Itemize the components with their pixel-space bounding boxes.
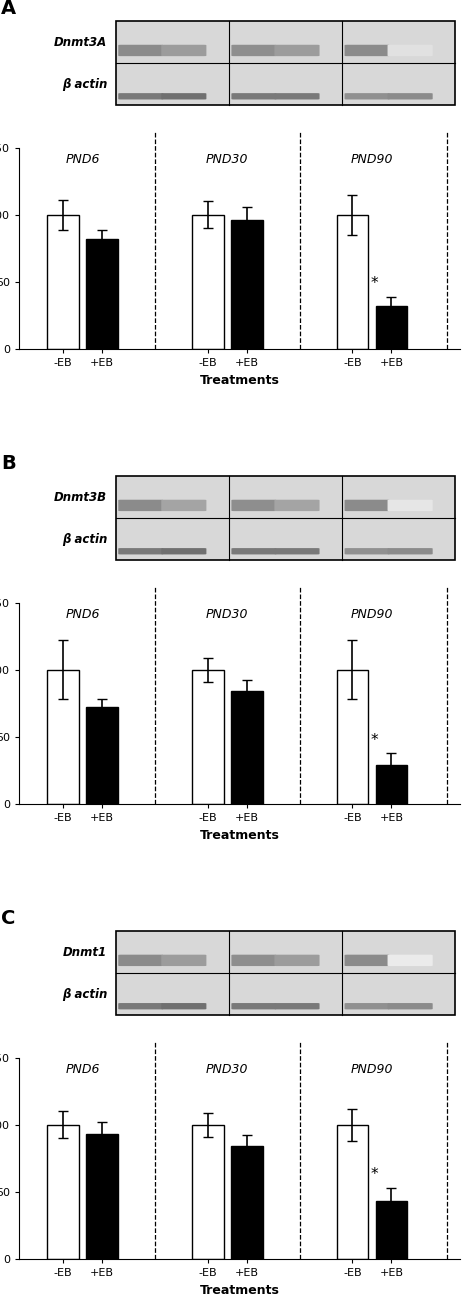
FancyBboxPatch shape <box>161 93 206 100</box>
Text: PND90: PND90 <box>351 153 393 166</box>
FancyBboxPatch shape <box>161 500 206 511</box>
Bar <box>231 692 263 803</box>
Text: PND90: PND90 <box>351 607 393 620</box>
FancyBboxPatch shape <box>345 93 390 100</box>
Text: PND30: PND30 <box>206 607 248 620</box>
Text: PND6: PND6 <box>65 153 100 166</box>
Text: B: B <box>1 454 16 472</box>
FancyBboxPatch shape <box>274 1003 319 1010</box>
FancyBboxPatch shape <box>388 93 433 100</box>
Text: PND30: PND30 <box>206 1063 248 1076</box>
Bar <box>47 670 79 803</box>
FancyBboxPatch shape <box>118 93 164 100</box>
Bar <box>337 670 368 803</box>
Bar <box>47 1124 79 1259</box>
X-axis label: Treatments: Treatments <box>200 374 279 387</box>
FancyBboxPatch shape <box>161 954 206 966</box>
Bar <box>375 1201 407 1259</box>
FancyBboxPatch shape <box>345 500 390 511</box>
Bar <box>192 1124 224 1259</box>
FancyBboxPatch shape <box>345 1003 390 1010</box>
Text: *: * <box>370 276 378 291</box>
FancyBboxPatch shape <box>388 44 433 56</box>
Text: β actin: β actin <box>62 988 107 1001</box>
FancyBboxPatch shape <box>118 500 164 511</box>
Bar <box>47 214 79 349</box>
Bar <box>86 707 118 803</box>
Bar <box>375 306 407 349</box>
Bar <box>116 21 456 105</box>
FancyBboxPatch shape <box>161 548 206 554</box>
Text: *: * <box>370 732 378 748</box>
FancyBboxPatch shape <box>388 548 433 554</box>
FancyBboxPatch shape <box>231 500 276 511</box>
Text: PND6: PND6 <box>65 1063 100 1076</box>
FancyBboxPatch shape <box>274 44 319 56</box>
Bar <box>86 239 118 349</box>
Bar <box>86 1134 118 1259</box>
Bar <box>337 214 368 349</box>
FancyBboxPatch shape <box>345 548 390 554</box>
Text: A: A <box>1 0 17 18</box>
FancyBboxPatch shape <box>231 954 276 966</box>
FancyBboxPatch shape <box>231 93 276 100</box>
Text: Dnmt1: Dnmt1 <box>63 946 107 959</box>
FancyBboxPatch shape <box>231 44 276 56</box>
Bar <box>337 1124 368 1259</box>
FancyBboxPatch shape <box>388 1003 433 1010</box>
Text: PND90: PND90 <box>351 1063 393 1076</box>
Bar <box>116 931 456 1015</box>
Bar <box>375 765 407 803</box>
Bar <box>231 221 263 349</box>
FancyBboxPatch shape <box>345 954 390 966</box>
FancyBboxPatch shape <box>274 500 319 511</box>
FancyBboxPatch shape <box>345 44 390 56</box>
Bar <box>116 476 456 561</box>
FancyBboxPatch shape <box>274 548 319 554</box>
X-axis label: Treatments: Treatments <box>200 828 279 841</box>
FancyBboxPatch shape <box>118 44 164 56</box>
FancyBboxPatch shape <box>118 548 164 554</box>
Text: β actin: β actin <box>62 78 107 91</box>
FancyBboxPatch shape <box>118 954 164 966</box>
FancyBboxPatch shape <box>161 44 206 56</box>
FancyBboxPatch shape <box>118 1003 164 1010</box>
Text: Dnmt3A: Dnmt3A <box>54 36 107 49</box>
Text: *: * <box>370 1167 378 1182</box>
Bar <box>192 670 224 803</box>
Bar <box>192 214 224 349</box>
FancyBboxPatch shape <box>231 1003 276 1010</box>
FancyBboxPatch shape <box>161 1003 206 1010</box>
X-axis label: Treatments: Treatments <box>200 1284 279 1297</box>
Bar <box>231 1146 263 1259</box>
Text: Dnmt3B: Dnmt3B <box>54 491 107 504</box>
Text: PND30: PND30 <box>206 153 248 166</box>
FancyBboxPatch shape <box>274 954 319 966</box>
Text: PND6: PND6 <box>65 607 100 620</box>
FancyBboxPatch shape <box>231 548 276 554</box>
FancyBboxPatch shape <box>274 93 319 100</box>
FancyBboxPatch shape <box>388 500 433 511</box>
Text: C: C <box>1 909 16 928</box>
FancyBboxPatch shape <box>388 954 433 966</box>
Text: β actin: β actin <box>62 532 107 545</box>
